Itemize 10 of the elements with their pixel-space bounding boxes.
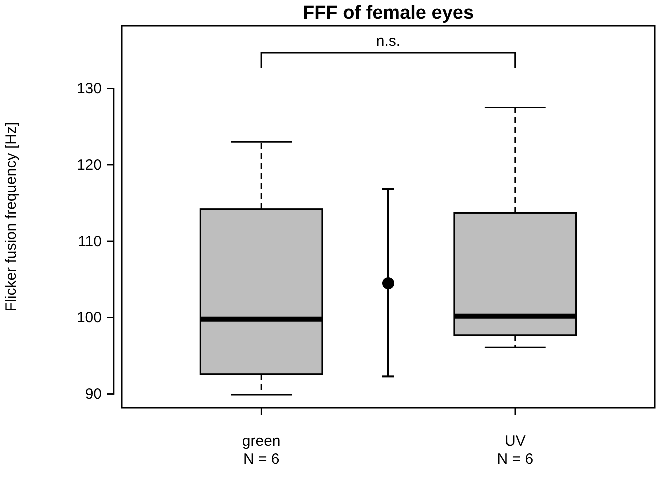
y-tick-label: 130 (76, 80, 102, 98)
x-tick-label: UV N = 6 (497, 433, 534, 468)
y-tick-label: 100 (76, 310, 102, 327)
y-tick-label: 110 (78, 233, 102, 250)
annotation: n.s. (376, 33, 401, 50)
chart-title: FFF of female eyes (302, 3, 474, 24)
y-axis-title: Flicker fusion frequency [Hz] (3, 122, 20, 312)
y-tick-label: 90 (85, 386, 102, 404)
x-tick-label: green N = 6 (242, 433, 281, 468)
y-tick-label: 120 (76, 156, 102, 174)
